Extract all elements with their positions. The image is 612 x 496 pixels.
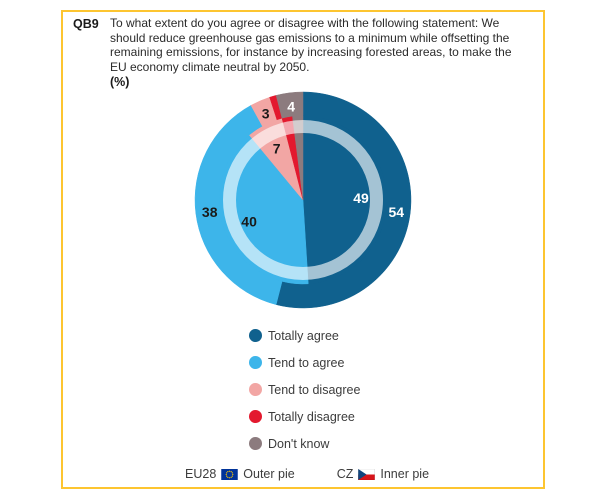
question-line: To what extent do you agree or disagree … [110,16,500,30]
chart-frame: QB9 To what extent do you agree or disag… [61,10,545,489]
inner-pie-value-tend-to-agree: 40 [241,213,257,229]
outer-pie-label: Outer pie [243,467,295,481]
eu-flag-icon [221,468,239,480]
category-legend: Totally agree Tend to agree Tend to disa… [249,322,360,457]
legend-label: Tend to agree [268,355,345,370]
eu-label: EU28 [185,467,217,481]
inner-pie-rim-ring [223,120,383,280]
double-pie-chart: 54 38 3 4 49 40 7 [194,91,412,309]
legend-label: Totally agree [268,328,339,343]
question-text: To what extent do you agree or disagree … [110,16,512,75]
question-id: QB9 [73,17,99,31]
pie-key-legend: EU28 Outer pie CZ [185,465,429,483]
legend-swatch-tend-to-disagree [249,383,262,396]
question-line: EU economy climate neutral by 2050. [110,60,310,75]
legend-swatch-dont-know [249,437,262,450]
inner-pie-value-tend-to-disagree: 7 [273,140,281,156]
legend-label: Don't know [268,436,330,451]
inner-pie-slice-don-t-know [292,115,304,201]
inner-pie-label: Inner pie [380,467,430,481]
cz-flag-icon [358,468,376,480]
cz-label: CZ [336,467,354,481]
legend-swatch-totally-disagree [249,410,262,423]
question-line: remaining emissions, for instance by inc… [110,45,512,60]
outer-pie-value-tend-to-agree: 38 [202,204,218,220]
legend-item-tend-to-disagree: Tend to disagree [249,376,360,403]
outer-pie-value-tend-to-disagree: 3 [262,106,270,122]
legend-item-totally-agree: Totally agree [249,322,360,349]
percent-unit-label: (%) [110,75,130,89]
outer-pie-value-totally-agree: 54 [389,204,405,220]
legend-label: Tend to disagree [268,382,361,397]
legend-label: Totally disagree [268,409,355,424]
inner-pie-value-totally-agree: 49 [353,190,369,206]
legend-item-tend-to-agree: Tend to agree [249,349,360,376]
question-line: should reduce greenhouse gas emissions t… [110,30,510,45]
question-block: QB9 To what extent do you agree or disag… [73,16,535,75]
legend-swatch-tend-to-agree [249,356,262,369]
legend-item-totally-disagree: Totally disagree [249,403,360,430]
legend-swatch-totally-agree [249,329,262,342]
legend-item-dont-know: Don't know [249,430,360,457]
outer-pie-value-don-t-know: 4 [287,99,295,115]
